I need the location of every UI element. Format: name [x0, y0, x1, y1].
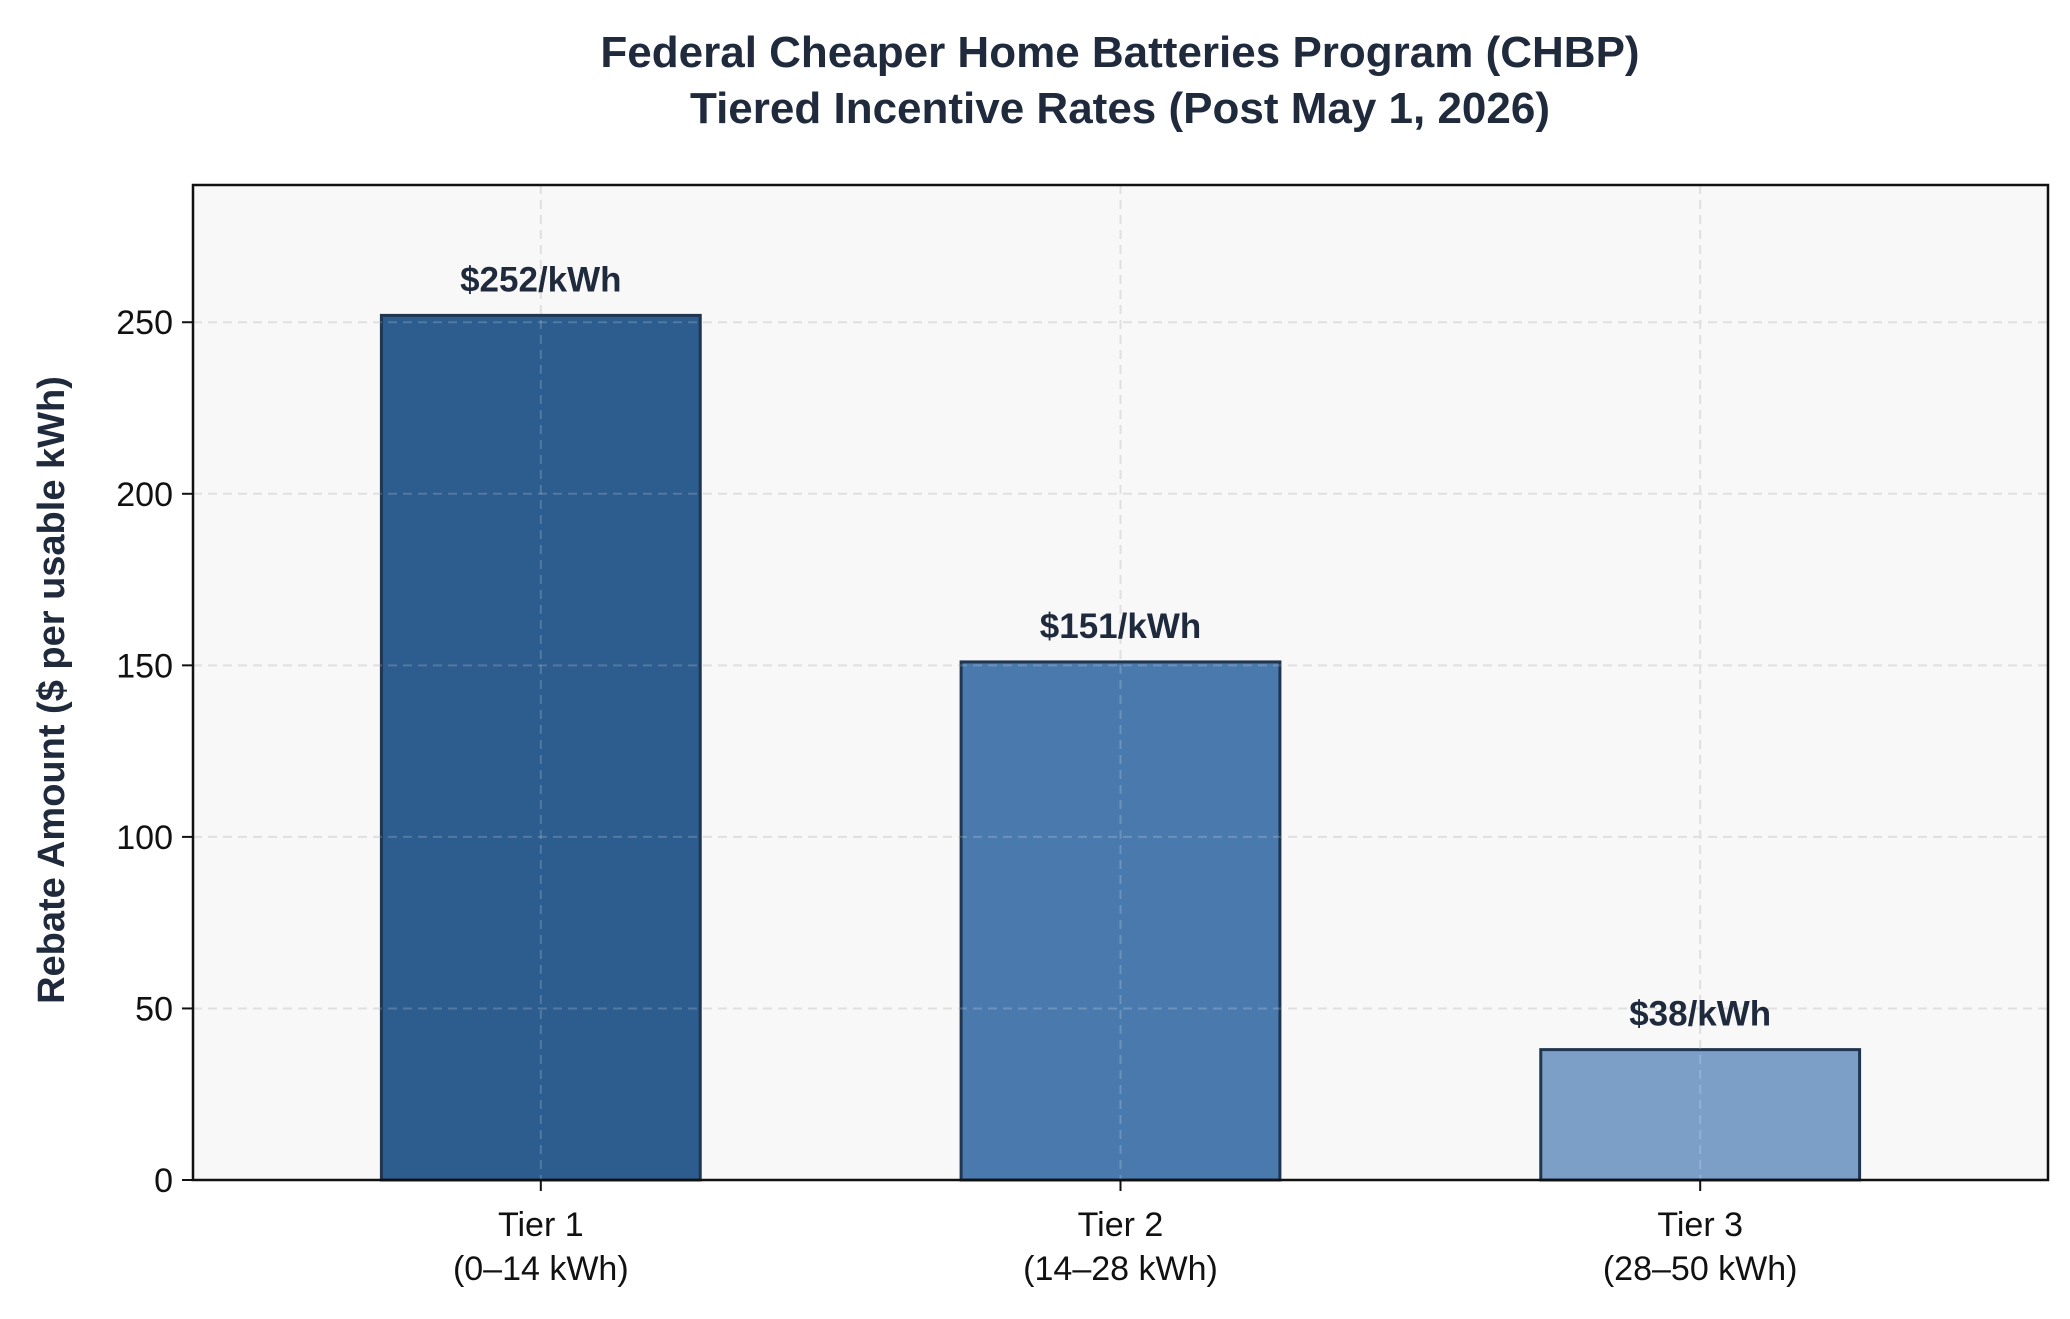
bar-tier-1 [379, 313, 702, 1182]
y-tick-label: 200 [116, 476, 173, 514]
x-tick-label: Tier 3 [1657, 1206, 1743, 1244]
y-tick-label: 50 [135, 990, 173, 1028]
x-tick-label: Tier 1 [498, 1206, 584, 1244]
x-tick-sublabel: (28–50 kWh) [1603, 1250, 1798, 1288]
y-tick-label: 100 [116, 819, 173, 857]
bars [379, 313, 1862, 1182]
data-label-tier-1: $252/kWh [460, 260, 621, 299]
x-tick-sublabel: (14–28 kWh) [1023, 1250, 1218, 1288]
y-tick-label: 250 [116, 304, 173, 342]
bar-tier-3 [1539, 1048, 1862, 1182]
chart-title: Federal Cheaper Home Batteries Program (… [600, 28, 1639, 77]
data-label-tier-3: $38/kWh [1629, 995, 1771, 1034]
bar-tier-2 [959, 660, 1282, 1182]
y-tick-label: 0 [154, 1162, 173, 1200]
y-axis-label: Rebate Amount ($ per usable kWh) [31, 376, 73, 1004]
y-tick-label: 150 [116, 647, 173, 685]
chart-subtitle: Tiered Incentive Rates (Post May 1, 2026… [690, 84, 1550, 133]
data-label-tier-2: $151/kWh [1040, 607, 1201, 646]
grid-overlay [193, 185, 2048, 1180]
x-tick-sublabel: (0–14 kWh) [453, 1250, 629, 1288]
x-tick-label: Tier 2 [1078, 1206, 1164, 1244]
